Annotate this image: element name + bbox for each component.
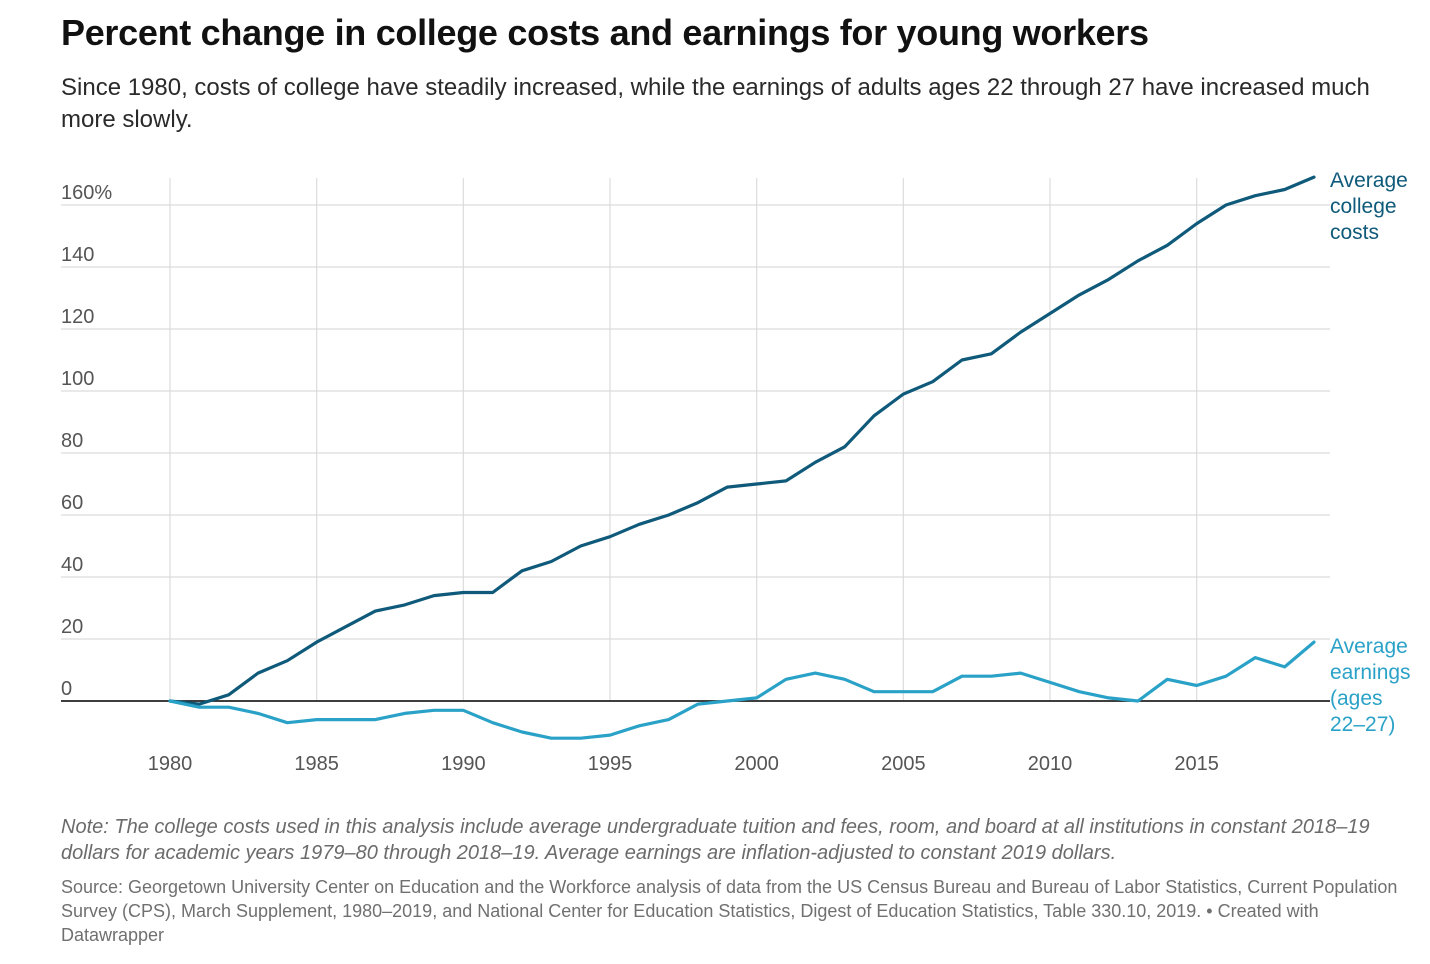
y-tick-label: 0 xyxy=(61,678,72,700)
chart-note: Note: The college costs used in this ana… xyxy=(61,816,1370,864)
x-axis-tick-labels: 1980 1985 1990 1995 2000 2005 2010 2015 xyxy=(148,753,1219,775)
series-label-line: 22–27) xyxy=(1330,713,1395,736)
earnings-line xyxy=(168,640,1316,740)
line-chart: 0 20 40 60 80 100 120 140 160% 1980 1985 1990 1995 2… xyxy=(61,169,1411,775)
y-tick-label: 40 xyxy=(61,554,83,576)
x-tick-label: 2000 xyxy=(734,753,779,775)
series-label-line: earnings xyxy=(1330,661,1411,684)
series-label-line: (ages xyxy=(1330,687,1383,710)
x-tick-label: 2015 xyxy=(1174,753,1219,775)
chart-subtitle: Since 1980, costs of college have steadi… xyxy=(61,74,1370,133)
series-label-line: Average xyxy=(1330,169,1408,192)
y-axis-tick-labels: 0 20 40 60 80 100 120 140 160% xyxy=(61,182,112,700)
y-tick-label: 120 xyxy=(61,306,94,328)
series-label-line: Average xyxy=(1330,635,1408,658)
college-costs-line xyxy=(168,175,1316,706)
x-tick-label: 1985 xyxy=(294,753,339,775)
y-tick-label: 60 xyxy=(61,492,83,514)
y-tick-label: 80 xyxy=(61,430,83,452)
x-tick-label: 1995 xyxy=(588,753,633,775)
chart-source: Source: Georgetown University Center on … xyxy=(61,877,1398,945)
grid-layer xyxy=(61,178,1330,702)
y-tick-label: 20 xyxy=(61,616,83,638)
series-label-line: costs xyxy=(1330,221,1379,244)
y-tick-label: 140 xyxy=(61,244,94,266)
series-lines xyxy=(168,175,1316,740)
x-tick-label: 2010 xyxy=(1028,753,1073,775)
college-costs-label: Average college costs xyxy=(1330,169,1408,244)
x-tick-label: 1980 xyxy=(148,753,193,775)
y-tick-label: 160% xyxy=(61,182,112,204)
earnings-label: Average earnings (ages 22–27) xyxy=(1330,635,1411,736)
chart-title: Percent change in college costs and earn… xyxy=(61,12,1149,53)
series-label-line: college xyxy=(1330,195,1397,218)
x-tick-label: 2005 xyxy=(881,753,926,775)
x-tick-label: 1990 xyxy=(441,753,486,775)
y-tick-label: 100 xyxy=(61,368,94,390)
series-labels: Average college costs Average earnings (ages 2… xyxy=(1330,169,1411,736)
